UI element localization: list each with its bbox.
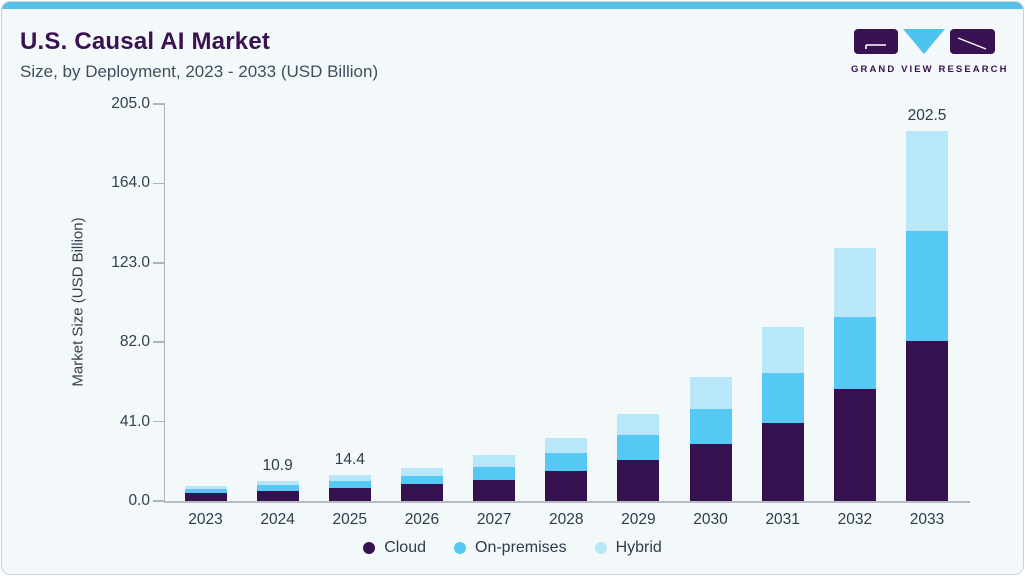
bar-segment-on-premises	[617, 435, 660, 460]
bar-segment-on-premises	[545, 453, 588, 471]
x-tick-label: 2026	[404, 511, 440, 528]
bar-segment-cloud	[906, 340, 948, 501]
x-tick-label: 2031	[765, 511, 800, 528]
bar-segment-on-premises	[184, 488, 227, 494]
bar-2030	[689, 377, 732, 501]
bar-value-label: 14.4	[334, 450, 365, 468]
y-tick-mark	[153, 262, 164, 264]
page-subtitle: Size, by Deployment, 2023 - 2033 (USD Bi…	[20, 62, 379, 81]
y-axis-title: Market Size (USD Billion)	[69, 217, 87, 387]
legend-label: On-premises	[475, 539, 567, 556]
bar-segment-cloud	[256, 490, 299, 501]
bar-segment-hybrid	[761, 326, 804, 374]
legend-item-cloud: Cloud	[363, 539, 426, 557]
x-tick-label: 2023	[188, 511, 223, 528]
y-tick-mark	[153, 182, 164, 185]
bar-segment-on-premises	[906, 231, 948, 341]
legend-dot	[594, 542, 607, 554]
bar-2023	[184, 486, 227, 501]
bar-segment-cloud	[473, 479, 516, 501]
bar-value-label: 202.5	[907, 107, 947, 125]
bar-2024: 10.9	[256, 457, 299, 501]
page-title: U.S. Causal AI Market	[20, 28, 271, 55]
bar-segment-hybrid	[833, 248, 876, 317]
y-tick-label: 0.0	[128, 492, 150, 509]
bar-segment-on-premises	[833, 316, 876, 390]
x-tick-label: 2032	[837, 511, 873, 528]
x-tick-label: 2029	[621, 511, 656, 528]
bar-segment-cloud	[400, 484, 443, 501]
y-tick-label: 123.0	[111, 253, 150, 271]
x-tick-label: 2027	[476, 511, 512, 528]
bar-2025: 14.4	[328, 451, 371, 501]
legend-item-hybrid: Hybrid	[594, 539, 662, 557]
bar-segment-on-premises	[761, 373, 804, 423]
bar-segment-cloud	[184, 493, 227, 501]
x-tick-label: 2024	[260, 511, 295, 528]
x-axis-line	[163, 501, 970, 503]
y-axis-line	[163, 103, 165, 501]
bar-segment-hybrid	[473, 454, 516, 467]
bar-segment-hybrid	[400, 467, 443, 476]
bar-2027	[473, 454, 516, 501]
bar-segment-cloud	[328, 488, 371, 501]
y-tick-label: 164.0	[111, 174, 150, 192]
plot-area: 10.9 14.4 202.5	[165, 104, 975, 501]
bar-2026	[400, 467, 443, 501]
legend: Cloud On-premises Hybrid	[2, 539, 1023, 557]
accent-strip	[2, 2, 1023, 9]
bar-segment-on-premises	[689, 409, 732, 444]
gvr-logo-text: GRAND VIEW RESEARCH	[851, 64, 1009, 75]
legend-dot	[454, 542, 466, 554]
bar-2029	[617, 413, 660, 501]
bar-2028	[545, 437, 588, 501]
y-tick-label: 41.0	[119, 412, 150, 430]
y-tick-label: 82.0	[119, 333, 150, 351]
legend-dot	[363, 542, 376, 554]
y-tick-mark	[153, 103, 164, 105]
gvr-logo: GRAND VIEW RESEARCH	[851, 29, 1009, 75]
bar-segment-hybrid	[617, 413, 660, 436]
legend-label: Cloud	[384, 539, 426, 556]
bar-segment-hybrid	[256, 481, 299, 485]
bar-segment-on-premises	[256, 484, 299, 491]
bar-2032	[833, 248, 876, 501]
bar-segment-cloud	[833, 389, 876, 501]
y-tick-label: 205.0	[111, 95, 150, 112]
bar-segment-hybrid	[328, 474, 371, 481]
x-tick-label: 2033	[909, 511, 945, 528]
bar-segment-cloud	[617, 459, 660, 501]
bar-segment-hybrid	[184, 486, 227, 489]
bar-2033: 202.5	[906, 107, 948, 501]
bar-value-label: 10.9	[262, 457, 293, 475]
bar-segment-cloud	[689, 443, 732, 501]
bar-segment-on-premises	[473, 466, 516, 480]
legend-label: Hybrid	[615, 539, 662, 556]
y-tick-mark	[153, 420, 164, 423]
legend-item-on-premises: On-premises	[454, 539, 567, 557]
bar-segment-hybrid	[689, 377, 732, 410]
bar-segment-hybrid	[906, 131, 948, 232]
x-tick-label: 2025	[332, 511, 368, 528]
bar-2031	[761, 326, 804, 501]
x-tick-label: 2030	[693, 511, 728, 528]
x-tick-label: 2028	[549, 511, 584, 528]
bar-segment-on-premises	[400, 475, 443, 485]
gvr-logo-mark	[853, 29, 995, 54]
bar-segment-on-premises	[328, 480, 371, 489]
y-tick-mark	[153, 341, 164, 343]
bar-segment-hybrid	[545, 437, 588, 454]
bar-segment-cloud	[545, 470, 588, 501]
y-tick-mark	[153, 500, 164, 502]
bar-segment-cloud	[761, 422, 804, 501]
